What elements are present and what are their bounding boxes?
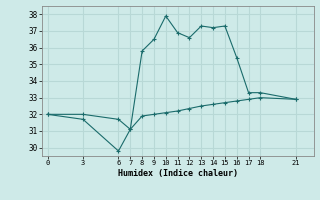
X-axis label: Humidex (Indice chaleur): Humidex (Indice chaleur): [118, 169, 237, 178]
